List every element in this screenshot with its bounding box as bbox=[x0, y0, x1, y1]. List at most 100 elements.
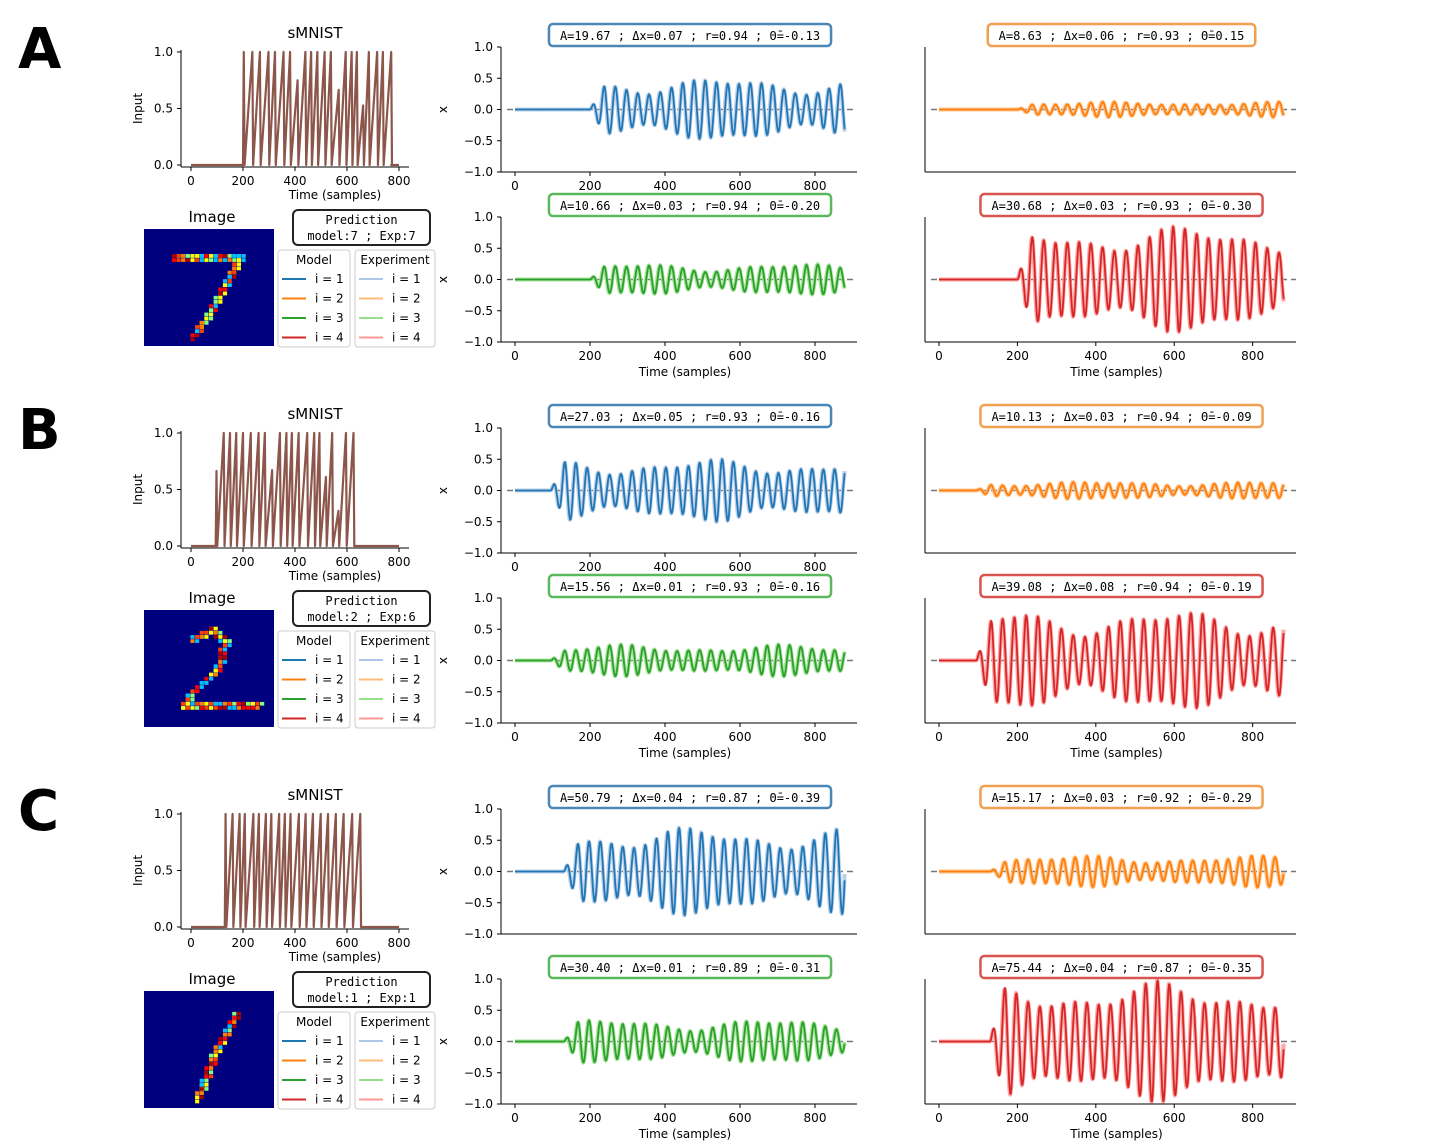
digit-pixel bbox=[236, 262, 241, 267]
digit-pixel bbox=[232, 701, 237, 706]
digit-pixel bbox=[222, 287, 228, 292]
osc-x-tick-label: 600 bbox=[729, 349, 752, 363]
digit-pixel bbox=[232, 254, 237, 258]
digit-pixel bbox=[204, 1070, 209, 1075]
stats-text: A=30.40 ; Δx=0.01 ; r=0.89 ; Θ̄=-0.31 bbox=[560, 961, 820, 975]
digit-pixel bbox=[204, 312, 209, 317]
digit-pixel bbox=[236, 1016, 241, 1020]
osc-x-label: Time (samples) bbox=[638, 1127, 731, 1141]
osc-x-tick-label: 0 bbox=[511, 349, 519, 363]
osc-y-tick-label: 0.5 bbox=[474, 833, 493, 847]
digit-pixel bbox=[204, 681, 209, 685]
oscillator-3: 1.0 0.5 0.0 −0.5 −1.0 0 200 400 600 800 Time (samp… bbox=[436, 573, 857, 760]
osc-x-tick-label: 0 bbox=[511, 730, 519, 744]
digit-pixel bbox=[204, 316, 209, 321]
digit-pixel bbox=[204, 701, 209, 706]
input-y-tick-label: 0.5 bbox=[154, 864, 173, 878]
digit-pixel bbox=[213, 258, 218, 262]
legend-entry: i = 3 bbox=[315, 692, 344, 706]
stats-text: A=15.56 ; Δx=0.01 ; r=0.93 ; Θ̄=-0.16 bbox=[560, 580, 820, 594]
digit-pixel bbox=[204, 1087, 209, 1091]
digit-pixel bbox=[222, 1028, 228, 1033]
digit-pixel bbox=[222, 279, 228, 283]
prediction-title: Prediction bbox=[325, 975, 397, 989]
stats-box bbox=[979, 192, 1264, 218]
osc-x-tick-label: 600 bbox=[729, 560, 752, 574]
digit-pixel bbox=[227, 643, 232, 648]
digit-pixel bbox=[213, 295, 218, 300]
input-y-tick-label: 1.0 bbox=[154, 807, 173, 821]
digit-pixel bbox=[199, 685, 204, 689]
digit-pixel bbox=[232, 1024, 237, 1029]
input-y-label: Input bbox=[131, 474, 145, 505]
digit-pixel bbox=[222, 258, 228, 262]
digit-pixel bbox=[195, 685, 200, 689]
osc-y-label: x bbox=[436, 487, 450, 494]
digit-pixel bbox=[227, 283, 232, 287]
digit-pixel bbox=[218, 1045, 223, 1049]
stats-text: A=10.13 ; Δx=0.03 ; r=0.94 ; Θ̄=-0.09 bbox=[991, 410, 1251, 424]
input-y-tick-label: 0.0 bbox=[154, 539, 173, 553]
osc-y-tick-label: −1.0 bbox=[464, 546, 493, 560]
legend-entry: i = 3 bbox=[392, 692, 421, 706]
digit-pixel bbox=[236, 701, 241, 706]
legend-entry: i = 4 bbox=[392, 1093, 421, 1107]
oscillator-2: A=15.17 ; Δx=0.03 ; r=0.92 ; Θ̄=-0.29 bbox=[924, 784, 1296, 935]
stats-text: A=19.67 ; Δx=0.07 ; r=0.94 ; Θ̄=-0.13 bbox=[560, 29, 820, 43]
digit-pixel bbox=[213, 1062, 218, 1066]
digit-pixel bbox=[195, 635, 200, 639]
osc-x-label: Time (samples) bbox=[638, 746, 731, 760]
legend-entry: i = 3 bbox=[315, 1073, 344, 1087]
digit-pixel bbox=[213, 254, 218, 258]
osc-y-tick-label: 0.0 bbox=[474, 273, 493, 287]
input-x-tick-label: 0 bbox=[187, 555, 195, 569]
stats-text: A=27.03 ; Δx=0.05 ; r=0.93 ; Θ̄=-0.16 bbox=[560, 410, 820, 424]
digit-pixel bbox=[241, 706, 246, 710]
osc-model-line bbox=[514, 1019, 846, 1064]
prediction-box bbox=[292, 971, 431, 1008]
legend-entry: i = 1 bbox=[392, 653, 421, 667]
digit-pixel bbox=[209, 1066, 214, 1070]
digit-pixel bbox=[199, 681, 204, 685]
digit-pixel bbox=[222, 1032, 228, 1037]
osc-model-line bbox=[938, 101, 1285, 119]
digit-pixel bbox=[171, 254, 176, 258]
digit-pixel bbox=[213, 630, 218, 635]
digit-pixel bbox=[213, 668, 218, 673]
digit-pixel bbox=[199, 1091, 204, 1095]
osc-y-tick-label: 0.5 bbox=[474, 71, 493, 85]
digit-pixel bbox=[199, 1078, 204, 1083]
digit-pixel bbox=[246, 701, 251, 706]
osc-y-tick-label: −0.5 bbox=[464, 515, 493, 529]
digit-pixel bbox=[185, 697, 190, 702]
digit-pixel bbox=[195, 701, 200, 706]
digit-pixel bbox=[236, 706, 241, 710]
digit-pixel bbox=[236, 258, 241, 262]
digit-pixel bbox=[250, 706, 255, 710]
osc-x-tick-label: 600 bbox=[1163, 349, 1186, 363]
digit-pixel bbox=[222, 291, 228, 296]
input-series-line bbox=[191, 812, 399, 929]
digit-pixel bbox=[209, 304, 214, 308]
digit-pixel bbox=[190, 337, 195, 342]
digit-pixel bbox=[222, 1041, 228, 1045]
legend-experiment bbox=[354, 1011, 436, 1110]
stats-text: A=75.44 ; Δx=0.04 ; r=0.87 ; Θ̄=-0.35 bbox=[991, 961, 1251, 975]
input-y-tick-label: 0.5 bbox=[154, 102, 173, 116]
stats-box bbox=[547, 192, 833, 218]
digit-pixel bbox=[232, 1016, 237, 1020]
digit-pixel bbox=[218, 701, 223, 706]
osc-y-tick-label: 0.5 bbox=[474, 241, 493, 255]
digit-pixel bbox=[181, 254, 186, 258]
panel-label: B bbox=[18, 398, 61, 463]
prediction-title: Prediction bbox=[325, 594, 397, 608]
legend-entry: i = 4 bbox=[392, 712, 421, 726]
prediction-box bbox=[292, 590, 431, 627]
digit-pixel bbox=[209, 1070, 214, 1075]
digit-pixel bbox=[195, 1099, 200, 1104]
prediction-box bbox=[292, 209, 431, 246]
digit-pixel bbox=[241, 254, 246, 258]
